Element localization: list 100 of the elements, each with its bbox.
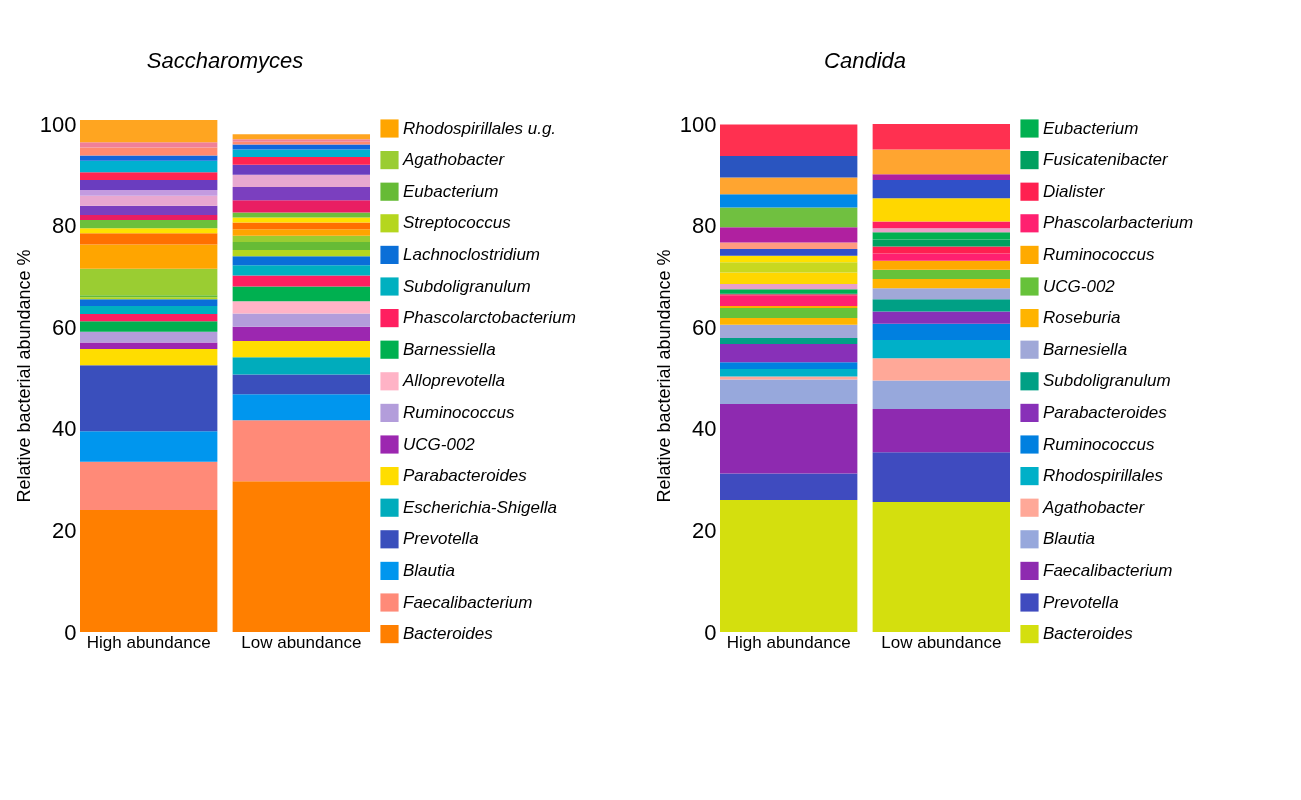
legend-label: Rhodospirillales: [1043, 466, 1164, 486]
chart-title: Candida: [824, 48, 906, 74]
bar: [232, 157, 370, 165]
legend-label: Agathobacter: [402, 150, 506, 170]
bar: [232, 374, 370, 395]
bar: [80, 305, 218, 315]
bar: [232, 241, 370, 251]
legend-label: UCG-002: [1043, 276, 1116, 296]
legend-label: Phascolarbacterium: [1043, 213, 1194, 233]
legend-label: Ruminococcus: [403, 402, 515, 422]
bar: [720, 337, 858, 345]
bar: [872, 246, 1010, 254]
x-tick-label: High abundance: [86, 632, 211, 652]
legend-label: Rhodospirillales u.g.: [403, 118, 557, 138]
bar: [232, 340, 370, 358]
bar: [720, 403, 858, 474]
bar: [872, 339, 1010, 359]
bar: [232, 275, 370, 287]
legend-label: Parabacteroides: [1043, 402, 1168, 422]
bar: [720, 362, 858, 369]
bar: [720, 318, 858, 325]
bar: [872, 501, 1010, 632]
bar: [80, 147, 218, 156]
bar: [80, 190, 218, 196]
bar: [720, 379, 858, 404]
legend-label: Roseburia: [1043, 308, 1121, 328]
bar: [232, 481, 370, 632]
x-tick-label: High abundance: [726, 632, 851, 652]
bar: [80, 431, 218, 462]
y-tick-label: 60: [692, 314, 717, 340]
bar: [232, 357, 370, 375]
bar: [80, 510, 218, 632]
bar: [720, 289, 858, 294]
bar: [80, 299, 218, 306]
bar: [80, 342, 218, 350]
bar: [720, 177, 858, 195]
y-tick-label: 60: [52, 314, 77, 340]
y-tick-label: 0: [704, 619, 717, 645]
legend-label: Eubacterium: [1043, 118, 1139, 138]
y-axis-title: Relative bacterial abundance %: [13, 249, 34, 503]
bar: [720, 255, 858, 263]
bar: [720, 156, 858, 178]
legend-label: Eubacterium: [403, 181, 499, 201]
y-tick-label: 100: [679, 111, 717, 137]
bar: [720, 324, 858, 338]
bar: [80, 205, 218, 215]
bar: [80, 172, 218, 180]
bar: [872, 179, 1010, 199]
bar: [80, 268, 218, 296]
bar: [872, 198, 1010, 222]
legend-label: Fusicatenibacter: [1043, 150, 1170, 170]
bar: [232, 212, 370, 218]
bar: [80, 321, 218, 332]
bar: [80, 331, 218, 343]
bar: [720, 284, 858, 290]
bar: [872, 232, 1010, 240]
bar: [232, 420, 370, 482]
bar: [80, 349, 218, 366]
bar: [232, 326, 370, 341]
bar: [720, 295, 858, 306]
bar: [232, 134, 370, 140]
legend-label: Dialister: [1043, 181, 1106, 201]
legend-label: Agathobacter: [1042, 497, 1146, 517]
legend-label: Subdoligranulum: [403, 276, 531, 296]
bar: [720, 305, 858, 308]
bar: [872, 299, 1010, 312]
bar: [720, 368, 858, 377]
bar: [232, 256, 370, 266]
chart-title: Saccharomyces: [146, 48, 304, 74]
y-tick-label: 40: [692, 416, 717, 442]
bar: [720, 207, 858, 228]
bar: [232, 286, 370, 302]
bar: [872, 409, 1010, 453]
x-tick-label: Low abundance: [241, 632, 362, 652]
legend-label: Faecalibacterium: [403, 592, 533, 612]
bar: [80, 228, 218, 234]
legend-label: Faecalibacterium: [1043, 560, 1173, 580]
bar: [872, 279, 1010, 289]
legend-label: UCG-002: [403, 434, 476, 454]
y-tick-label: 20: [52, 517, 77, 543]
bar: [232, 217, 370, 223]
bar: [80, 160, 218, 173]
bar: [720, 499, 858, 632]
bar: [720, 473, 858, 500]
bar: [232, 301, 370, 314]
bar: [80, 155, 218, 161]
bar: [80, 365, 218, 432]
y-tick-label: 80: [52, 213, 77, 239]
bar: [720, 242, 858, 250]
bar: [720, 249, 858, 256]
legend-label: Blautia: [1043, 529, 1095, 549]
legend-label: Bacteroides: [1043, 624, 1134, 644]
bar: [720, 124, 858, 157]
bar: [232, 149, 370, 158]
y-tick-label: 20: [692, 517, 717, 543]
bar: [232, 313, 370, 327]
bar: [720, 227, 858, 243]
bar: [80, 233, 218, 245]
legend-label: Ruminococcus: [1043, 244, 1155, 264]
bar: [80, 215, 218, 221]
